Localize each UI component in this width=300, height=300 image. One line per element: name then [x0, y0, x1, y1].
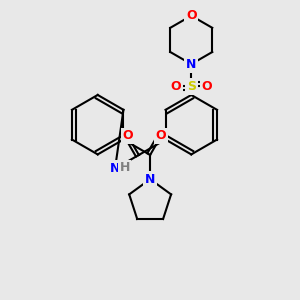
Text: H: H	[120, 161, 130, 174]
Text: N: N	[186, 58, 196, 70]
Text: N: N	[145, 173, 155, 186]
Text: O: O	[201, 80, 212, 93]
Text: O: O	[156, 129, 167, 142]
Text: O: O	[171, 80, 181, 93]
Text: S: S	[187, 80, 196, 93]
Text: N: N	[145, 173, 155, 186]
Text: O: O	[122, 129, 133, 142]
Text: O: O	[186, 9, 196, 22]
Text: N: N	[110, 162, 120, 175]
